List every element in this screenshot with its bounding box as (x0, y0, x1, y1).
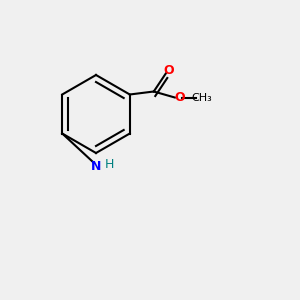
Text: O: O (174, 91, 184, 104)
Text: CH₃: CH₃ (191, 92, 212, 103)
Text: O: O (164, 64, 174, 77)
Text: H: H (105, 158, 114, 172)
Text: N: N (91, 160, 101, 173)
